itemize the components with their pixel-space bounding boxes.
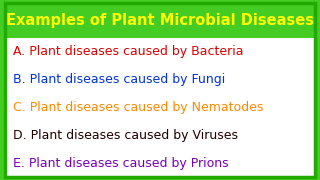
- Text: E. Plant diseases caused by Prions: E. Plant diseases caused by Prions: [13, 157, 228, 170]
- Text: B. Plant diseases caused by Fungi: B. Plant diseases caused by Fungi: [13, 73, 225, 86]
- Text: C. Plant diseases caused by Nematodes: C. Plant diseases caused by Nematodes: [13, 101, 263, 114]
- Text: A. Plant diseases caused by Bacteria: A. Plant diseases caused by Bacteria: [13, 45, 243, 58]
- Text: Examples of Plant Microbial Diseases: Examples of Plant Microbial Diseases: [6, 13, 314, 28]
- Text: D. Plant diseases caused by Viruses: D. Plant diseases caused by Viruses: [13, 129, 238, 142]
- Bar: [5, 3, 315, 38]
- Bar: [5, 38, 315, 177]
